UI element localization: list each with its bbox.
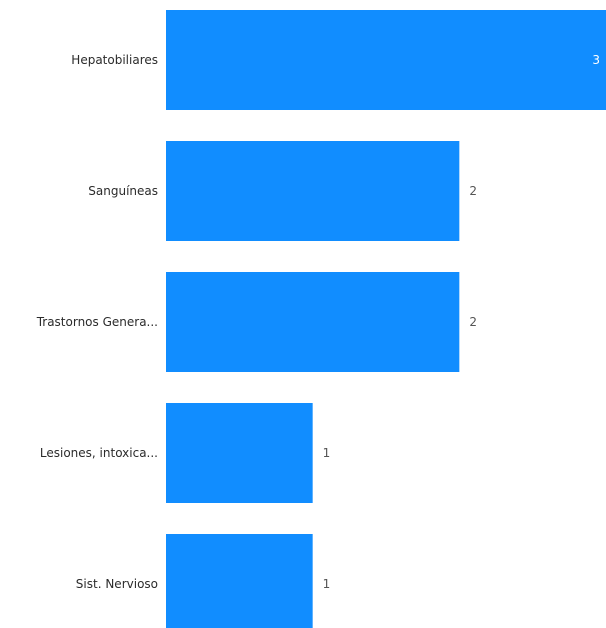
bar[interactable]	[166, 403, 313, 503]
category-label: Trastornos Genera...	[36, 315, 158, 329]
category-label: Sanguíneas	[88, 184, 158, 198]
bar-group[interactable]: Trastornos Genera... 2	[36, 272, 477, 372]
data-label: 3	[592, 53, 600, 67]
category-label: Lesiones, intoxica...	[40, 446, 158, 460]
bar[interactable]	[166, 272, 460, 372]
bar-group[interactable]: Hepatobiliares 3	[71, 10, 606, 110]
bar-group[interactable]: Sist. Nervioso 1	[76, 534, 331, 628]
data-label: 2	[469, 184, 477, 198]
category-label: Hepatobiliares	[71, 53, 158, 67]
bar[interactable]	[166, 141, 460, 241]
bar[interactable]	[166, 10, 606, 110]
bar-group[interactable]: Lesiones, intoxica... 1	[40, 403, 330, 503]
data-label: 2	[469, 315, 477, 329]
data-label: 1	[323, 577, 331, 591]
bar[interactable]	[166, 534, 313, 628]
category-label: Sist. Nervioso	[76, 577, 158, 591]
data-label: 1	[323, 446, 331, 460]
bar-group[interactable]: Sanguíneas 2	[88, 141, 477, 241]
